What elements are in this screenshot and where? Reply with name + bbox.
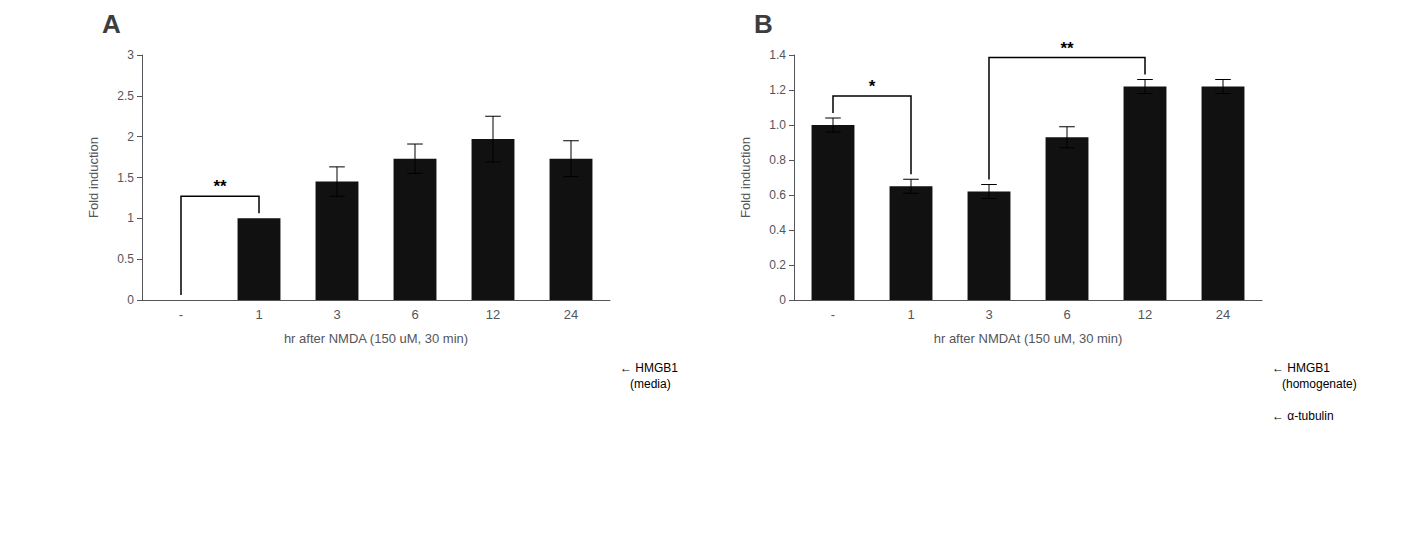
svg-text:6: 6 bbox=[411, 307, 418, 322]
svg-text:12: 12 bbox=[1138, 307, 1152, 322]
svg-text:3: 3 bbox=[127, 48, 134, 62]
svg-text:24: 24 bbox=[1216, 307, 1230, 322]
svg-text:Fold induction: Fold induction bbox=[738, 137, 753, 218]
svg-text:← α-tubulin: ← α-tubulin bbox=[1272, 409, 1334, 423]
svg-text:(homogenate): (homogenate) bbox=[1272, 377, 1357, 391]
svg-text:hr after NMDA (150 uM, 30 min): hr after NMDA (150 uM, 30 min) bbox=[284, 331, 468, 346]
svg-text:0.5: 0.5 bbox=[117, 252, 134, 266]
svg-text:**: ** bbox=[213, 177, 227, 196]
svg-text:1: 1 bbox=[907, 307, 914, 322]
svg-text:1: 1 bbox=[255, 307, 262, 322]
svg-text:**: ** bbox=[1060, 39, 1074, 58]
svg-text:← HMGB1: ← HMGB1 bbox=[1272, 361, 1330, 375]
svg-text:0.2: 0.2 bbox=[769, 258, 786, 272]
svg-text:A: A bbox=[102, 9, 121, 39]
svg-text:2: 2 bbox=[127, 130, 134, 144]
svg-text:-: - bbox=[179, 307, 183, 322]
svg-text:Fold induction: Fold induction bbox=[86, 137, 101, 218]
svg-text:← HMGB1: ← HMGB1 bbox=[620, 361, 678, 375]
svg-text:*: * bbox=[869, 77, 876, 96]
svg-text:0.4: 0.4 bbox=[769, 223, 786, 237]
svg-text:1.5: 1.5 bbox=[117, 171, 134, 185]
svg-text:0.6: 0.6 bbox=[769, 188, 786, 202]
svg-text:hr after NMDAt (150 uM, 30 min: hr after NMDAt (150 uM, 30 min) bbox=[934, 331, 1123, 346]
svg-text:1: 1 bbox=[127, 211, 134, 225]
svg-text:24: 24 bbox=[564, 307, 578, 322]
svg-text:0: 0 bbox=[779, 293, 786, 307]
svg-text:1.4: 1.4 bbox=[769, 48, 786, 62]
svg-text:3: 3 bbox=[333, 307, 340, 322]
svg-text:(media): (media) bbox=[620, 377, 671, 391]
svg-text:6: 6 bbox=[1063, 307, 1070, 322]
svg-text:0: 0 bbox=[127, 293, 134, 307]
svg-text:1.2: 1.2 bbox=[769, 83, 786, 97]
svg-text:3: 3 bbox=[985, 307, 992, 322]
svg-text:1.0: 1.0 bbox=[769, 118, 786, 132]
svg-text:12: 12 bbox=[486, 307, 500, 322]
svg-text:B: B bbox=[754, 9, 773, 39]
svg-text:0.8: 0.8 bbox=[769, 153, 786, 167]
svg-text:2.5: 2.5 bbox=[117, 89, 134, 103]
svg-text:-: - bbox=[831, 307, 835, 322]
